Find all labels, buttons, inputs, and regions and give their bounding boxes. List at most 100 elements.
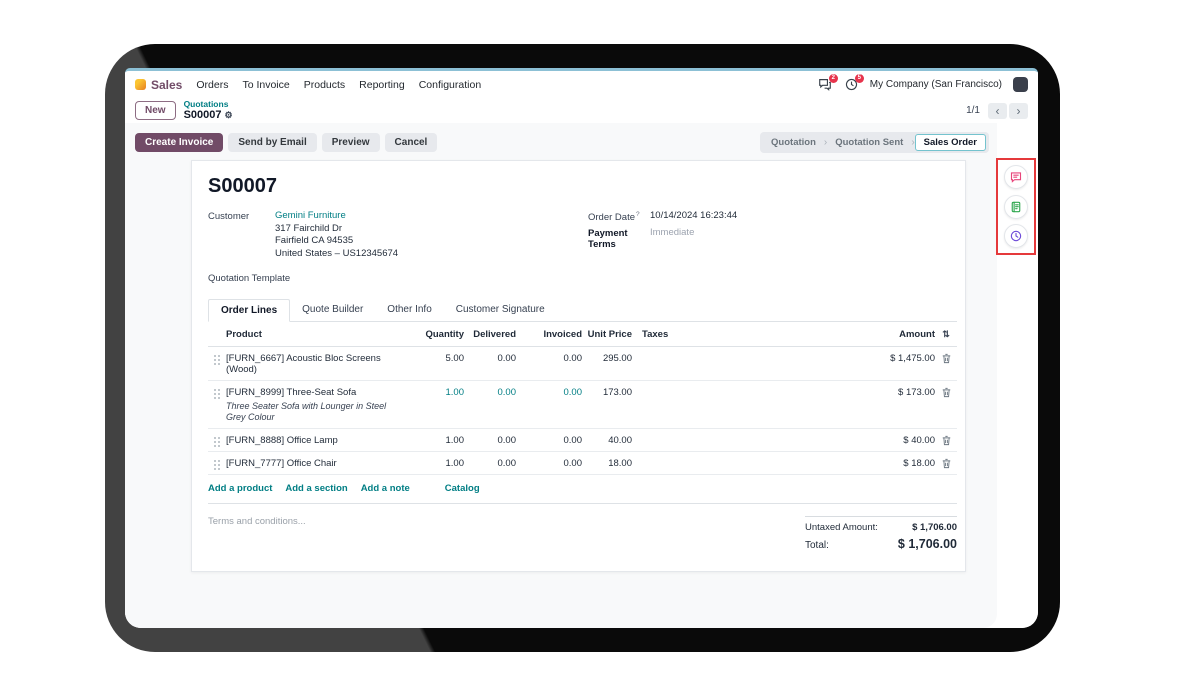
nav-item-configuration[interactable]: Configuration	[418, 78, 482, 91]
header-amount[interactable]: Amount	[899, 329, 935, 340]
customer-label: Customer	[208, 211, 250, 222]
quotation-template-field[interactable]: Quotation Template	[208, 272, 588, 284]
nav-item-products[interactable]: Products	[303, 78, 346, 91]
send-by-email-button[interactable]: Send by Email	[228, 133, 317, 152]
tab-other-info[interactable]: Other Info	[387, 304, 432, 315]
send-message-button[interactable]	[1004, 165, 1038, 197]
cancel-button[interactable]: Cancel	[384, 133, 438, 152]
header-invoiced[interactable]: Invoiced	[543, 329, 582, 340]
nav-item-to-invoice[interactable]: To Invoice	[242, 78, 290, 91]
product-cell[interactable]: [FURN_8999] Three-Seat Sofa Three Seater…	[226, 386, 408, 423]
order-date-value[interactable]: 10/14/2024 16:23:44	[650, 210, 738, 221]
status-quotation[interactable]: Quotation	[771, 137, 816, 148]
catalog-link[interactable]: Catalog	[444, 483, 480, 494]
drag-handle-icon[interactable]	[208, 352, 226, 357]
tab-quote-builder[interactable]: Quote Builder	[302, 304, 364, 315]
header-product[interactable]: Product	[226, 329, 262, 340]
delete-row-button[interactable]	[935, 457, 957, 469]
quantity-cell[interactable]: 1.00	[445, 387, 465, 398]
product-cell[interactable]: [FURN_8888] Office Lamp	[226, 435, 338, 446]
nav-item-reporting[interactable]: Reporting	[359, 78, 405, 91]
drag-handle-icon[interactable]	[208, 434, 226, 439]
invoiced-cell[interactable]: 0.00	[563, 353, 583, 364]
pager-next-button[interactable]: ›	[1009, 102, 1028, 119]
header-taxes[interactable]: Taxes	[642, 329, 669, 340]
delivered-cell[interactable]: 0.00	[497, 387, 517, 398]
delivered-cell[interactable]: 0.00	[497, 458, 517, 469]
add-a-product-link[interactable]: Add a product	[208, 483, 273, 494]
order-line-row[interactable]: [FURN_7777] Office Chair 1.00 0.00 0.00 …	[208, 452, 957, 475]
delete-row-button[interactable]	[935, 434, 957, 446]
tab-customer-signature[interactable]: Customer Signature	[455, 304, 545, 315]
column-options-icon[interactable]: ⇅	[942, 329, 950, 339]
terms-and-conditions-input[interactable]: Terms and conditions...	[208, 516, 306, 527]
pager-previous-button[interactable]: ‹	[988, 102, 1007, 119]
activity-clock-icon	[845, 78, 857, 91]
unit-price-cell[interactable]: 173.00	[602, 387, 632, 398]
add-a-section-link[interactable]: Add a section	[285, 483, 348, 494]
chevron-right-icon: ›	[823, 137, 828, 148]
product-cell[interactable]: [FURN_7777] Office Chair	[226, 458, 337, 469]
app-brand[interactable]: Sales	[135, 78, 182, 92]
header-unit-price[interactable]: Unit Price	[587, 329, 632, 340]
header-delivered[interactable]: Delivered	[473, 329, 516, 340]
status-sales-order-active[interactable]: Sales Order	[914, 134, 986, 151]
status-quotation-sent[interactable]: Quotation Sent	[835, 137, 904, 148]
payment-terms-value[interactable]: Immediate	[650, 227, 695, 239]
unit-price-cell[interactable]: 18.00	[608, 458, 632, 469]
log-note-button[interactable]	[1004, 194, 1038, 226]
order-line-row[interactable]: [FURN_8999] Three-Seat Sofa Three Seater…	[208, 381, 957, 429]
unit-price-cell[interactable]: 40.00	[608, 435, 632, 446]
header-quantity[interactable]: Quantity	[425, 329, 464, 340]
delivered-cell[interactable]: 0.00	[497, 435, 517, 446]
unit-price-cell[interactable]: 295.00	[602, 353, 632, 364]
order-line-row[interactable]: [FURN_6667] Acoustic Bloc Screens (Wood)…	[208, 347, 957, 381]
breadcrumb-quotations[interactable]: Quotations	[183, 98, 229, 109]
invoiced-cell[interactable]: 0.00	[563, 458, 583, 469]
total-row: Total: $ 1,706.00	[805, 537, 957, 551]
delivered-cell[interactable]: 0.00	[497, 353, 517, 364]
tab-order-lines[interactable]: Order Lines	[208, 299, 291, 322]
taxes-cell[interactable]	[632, 352, 849, 353]
company-switcher[interactable]: My Company (San Francisco)	[869, 79, 1002, 90]
preview-button[interactable]: Preview	[321, 133, 380, 152]
activities-menu-button[interactable]: 5	[844, 73, 864, 92]
create-invoice-button[interactable]: Create Invoice	[135, 133, 224, 152]
customer-link[interactable]: Gemini Furniture	[275, 210, 346, 221]
trash-icon	[942, 458, 950, 469]
add-a-note-link[interactable]: Add a note	[360, 483, 410, 494]
taxes-cell[interactable]	[632, 386, 849, 387]
schedule-activity-button[interactable]	[1004, 223, 1038, 255]
quotation-template-label: Quotation Template	[208, 273, 291, 284]
quantity-cell[interactable]: 5.00	[445, 353, 465, 364]
notebook-tabs: Order Lines Quote Builder Other Info Cus…	[208, 299, 957, 322]
messages-menu-button[interactable]: 2	[818, 73, 838, 92]
top-nav-bar: Sales Orders To Invoice Products Reporti…	[125, 71, 1038, 98]
actions-gear-icon[interactable]: ⚙	[224, 110, 233, 121]
trash-icon	[942, 353, 950, 364]
order-line-row[interactable]: [FURN_8888] Office Lamp 1.00 0.00 0.00 4…	[208, 429, 957, 452]
invoiced-cell[interactable]: 0.00	[563, 387, 583, 398]
invoiced-cell[interactable]: 0.00	[563, 435, 583, 446]
nav-item-orders[interactable]: Orders	[196, 78, 229, 91]
form-canvas: Create Invoice Send by Email Preview Can…	[125, 123, 997, 628]
order-date-field[interactable]: Order Date? 10/14/2024 16:23:44	[588, 210, 737, 223]
drag-handle-icon[interactable]	[208, 386, 226, 391]
payment-terms-field[interactable]: Payment Terms Immediate	[588, 227, 737, 250]
taxes-cell[interactable]	[632, 457, 849, 458]
breadcrumb: Quotations S00007 ⚙	[184, 100, 233, 122]
customer-value: Gemini Furniture 317 Fairchild Dr Fairfi…	[275, 210, 398, 260]
pager-value: 1/1	[966, 105, 980, 116]
delete-row-button[interactable]	[935, 386, 957, 398]
messages-badge: 2	[828, 73, 838, 83]
taxes-cell[interactable]	[632, 434, 849, 435]
activities-badge: 5	[854, 73, 864, 83]
drag-handle-icon[interactable]	[208, 457, 226, 462]
quantity-cell[interactable]: 1.00	[445, 435, 465, 446]
delete-row-button[interactable]	[935, 352, 957, 364]
user-avatar[interactable]	[1013, 77, 1028, 92]
customer-address-line2: Fairfield CA 94535	[275, 235, 354, 246]
product-cell[interactable]: [FURN_6667] Acoustic Bloc Screens (Wood)	[226, 353, 381, 375]
quantity-cell[interactable]: 1.00	[445, 458, 465, 469]
new-button[interactable]: New	[135, 101, 176, 120]
